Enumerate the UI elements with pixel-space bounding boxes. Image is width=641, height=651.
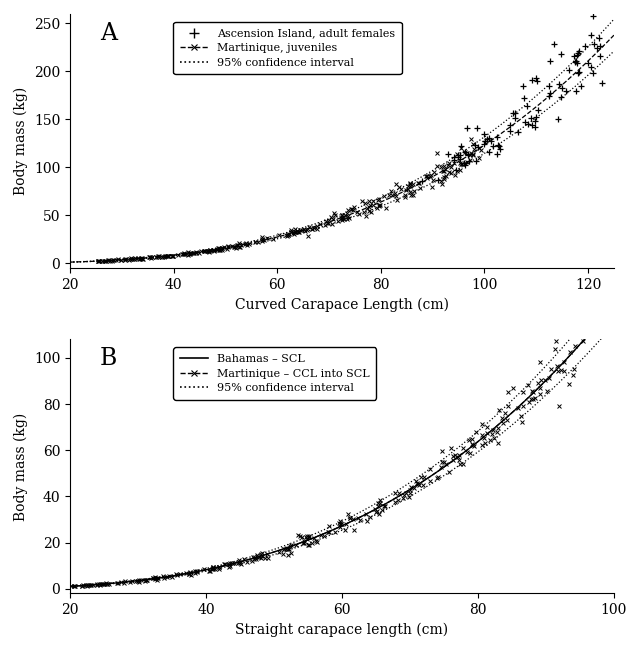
X-axis label: Curved Carapace Length (cm): Curved Carapace Length (cm) [235,298,449,312]
X-axis label: Straight carapace length (cm): Straight carapace length (cm) [235,623,449,637]
Text: B: B [100,347,117,370]
Text: A: A [100,21,117,44]
Y-axis label: Body mass (kg): Body mass (kg) [14,87,28,195]
Y-axis label: Body mass (kg): Body mass (kg) [14,412,28,521]
Legend: Bahamas – SCL, Martinique – CCL into SCL, 95% confidence interval: Bahamas – SCL, Martinique – CCL into SCL… [174,348,376,400]
Legend: Ascension Island, adult females, Martinique, juveniles, 95% confidence interval: Ascension Island, adult females, Martini… [174,22,401,74]
